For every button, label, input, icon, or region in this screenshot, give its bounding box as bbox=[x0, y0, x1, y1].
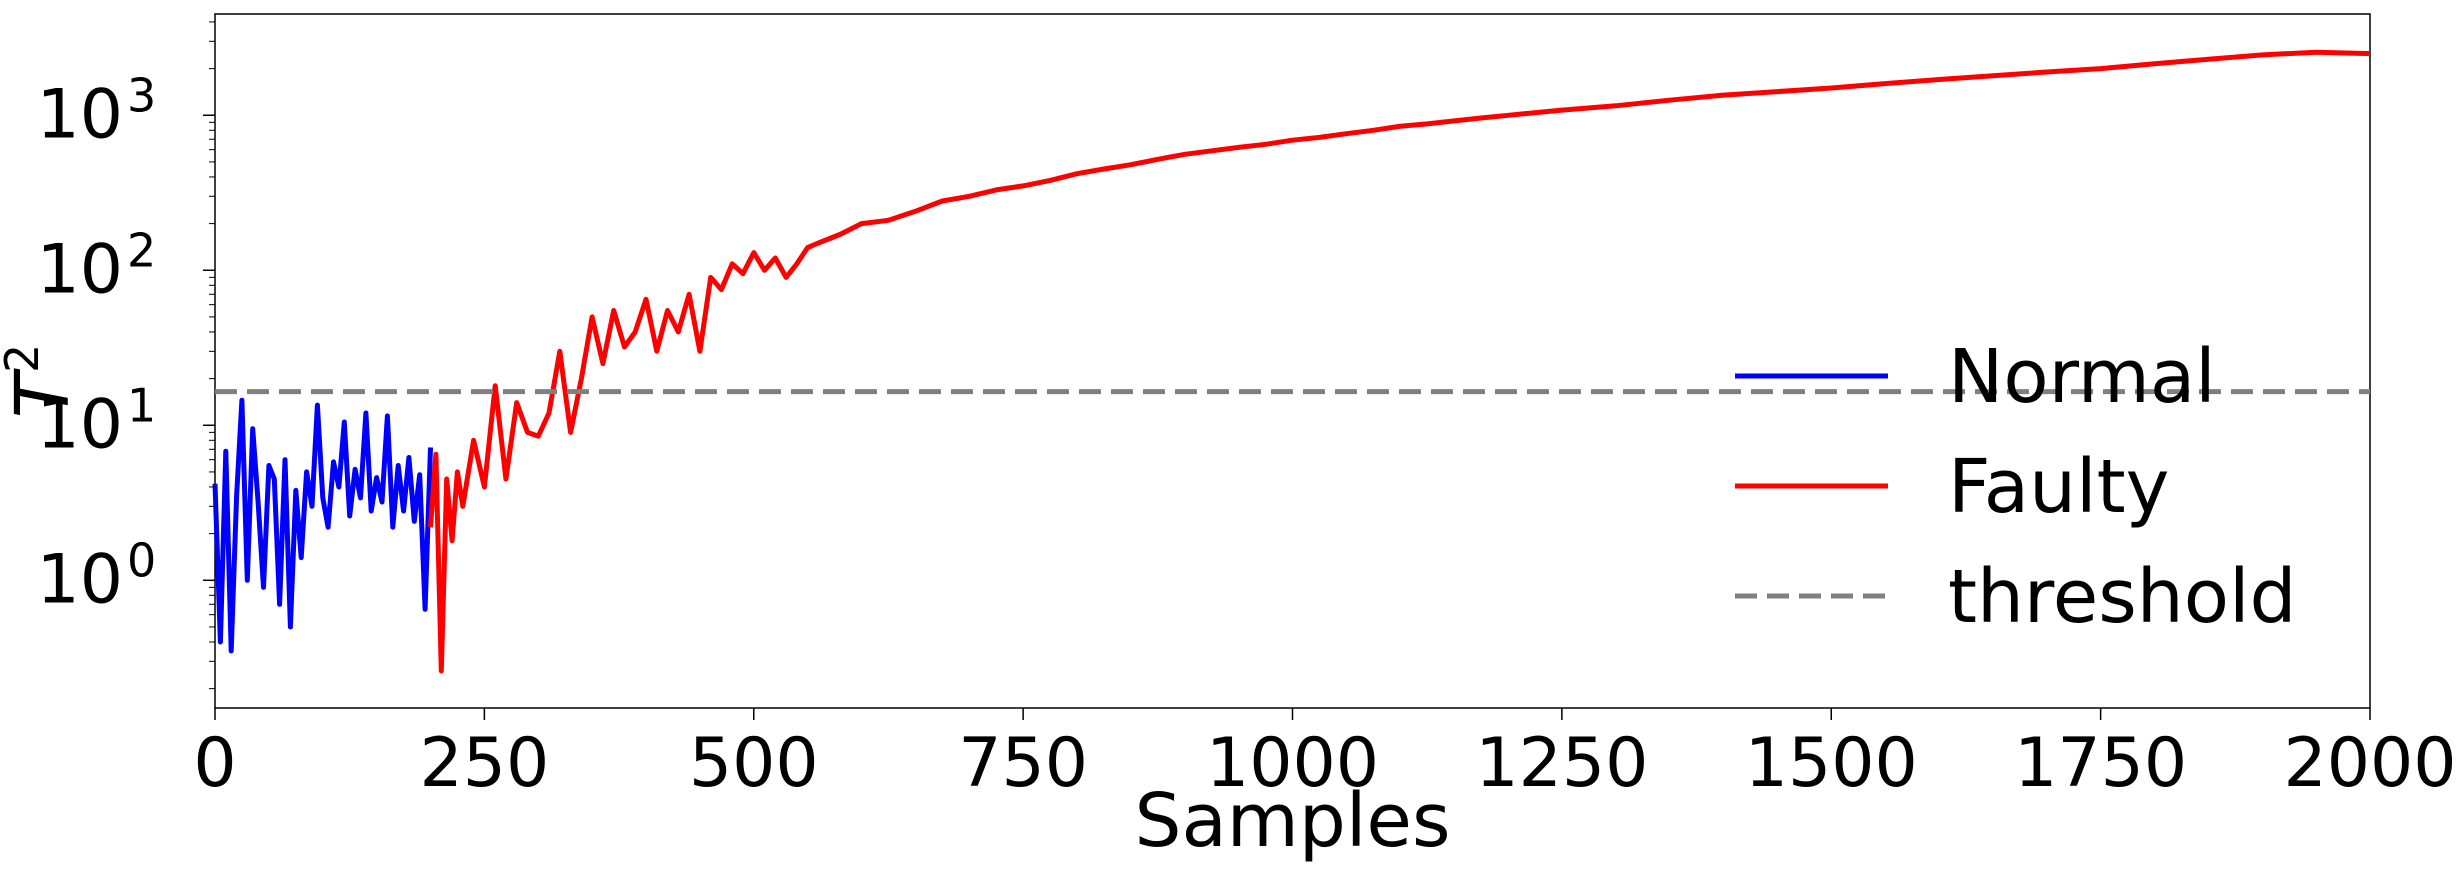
y-tick-label: 10 bbox=[36, 230, 123, 309]
y-tick-exponent: 3 bbox=[127, 68, 156, 122]
x-axis-label: Samples bbox=[1134, 778, 1450, 864]
y-tick-exponent: 0 bbox=[127, 533, 156, 587]
y-tick-label: 10 bbox=[36, 540, 123, 619]
series-line-normal bbox=[212, 397, 433, 654]
x-tick-label: 1000 bbox=[1206, 724, 1379, 803]
legend-label-threshold: threshold bbox=[1948, 554, 2297, 640]
x-tick-label: 2000 bbox=[2283, 724, 2456, 803]
legend-label-faulty: Faulty bbox=[1948, 444, 2169, 530]
x-tick-label: 750 bbox=[958, 724, 1088, 803]
legend: Normal Faulty threshold bbox=[1735, 334, 2297, 640]
legend-label-normal: Normal bbox=[1948, 334, 2216, 420]
x-tick-label: 1250 bbox=[1475, 724, 1648, 803]
y-tick-label: 10 bbox=[36, 75, 123, 154]
y-tick-exponent: 1 bbox=[127, 378, 156, 432]
x-tick-label: 1750 bbox=[2014, 724, 2187, 803]
x-tick-label: 500 bbox=[689, 724, 819, 803]
series-line-faulty bbox=[428, 49, 2371, 674]
x-ticks: 0 250 500 750 1000 1250 1500 1750 2000 bbox=[193, 708, 2457, 803]
x-tick-label: 250 bbox=[419, 724, 549, 803]
y-tick-label: 10 bbox=[36, 385, 123, 464]
series-lines bbox=[212, 49, 2371, 674]
y-axis-label: T2 bbox=[0, 344, 86, 418]
y-axis-label-superscript: 2 bbox=[0, 344, 49, 373]
x-tick-label: 0 bbox=[193, 724, 236, 803]
x-tick-label: 1500 bbox=[1745, 724, 1918, 803]
y-axis-label-main: T bbox=[0, 367, 86, 418]
y-tick-exponent: 2 bbox=[127, 223, 156, 277]
